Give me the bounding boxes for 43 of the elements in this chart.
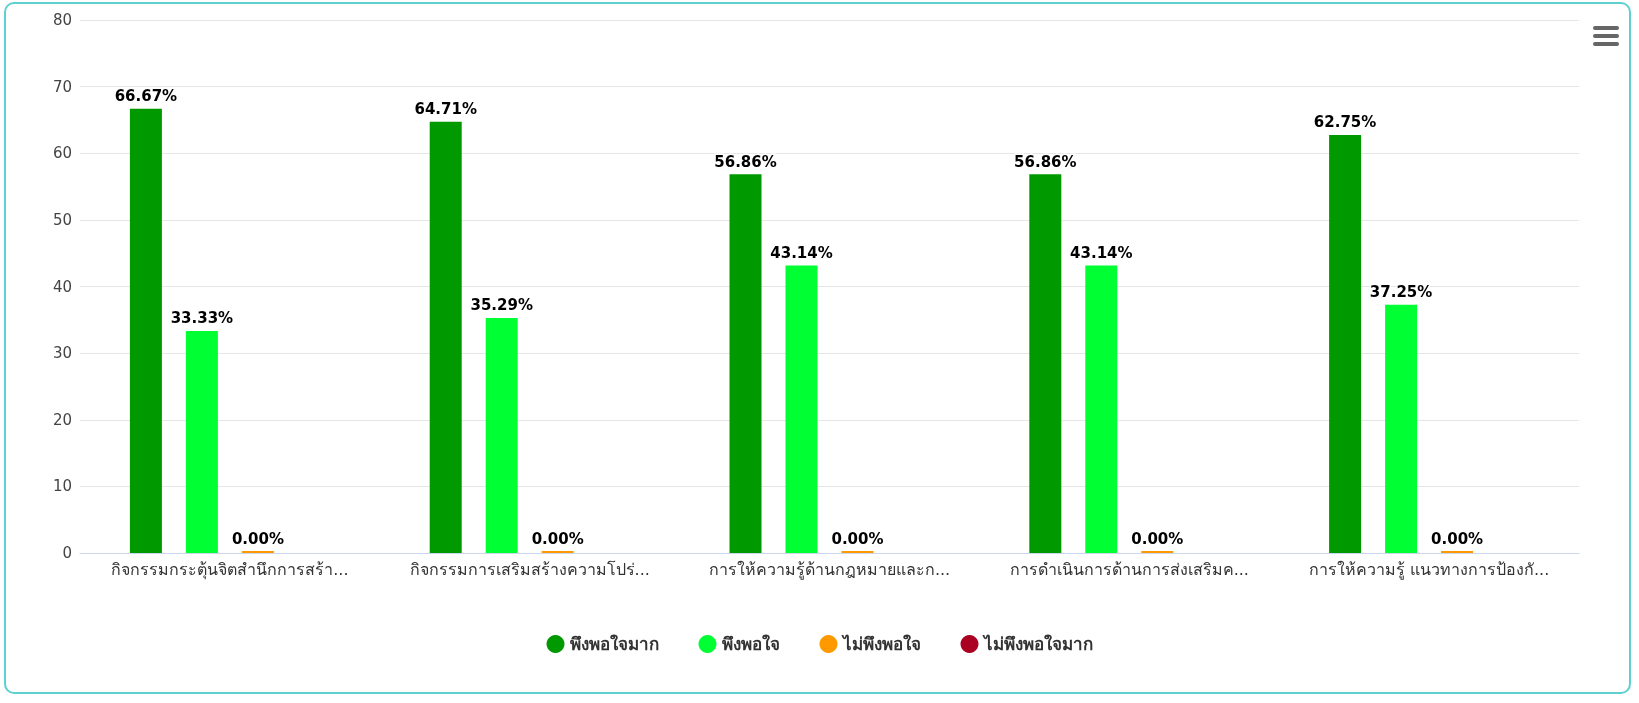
y-tick-label: 10	[52, 477, 72, 496]
data-label: 37.25%	[1369, 283, 1433, 302]
x-tick-label: การให้ความรู้ แนวทางการป้องกั...	[1308, 559, 1550, 580]
legend-label: พึงพอใจมาก	[569, 634, 659, 654]
bar	[1029, 174, 1062, 553]
bar	[785, 265, 818, 553]
data-label: 43.14%	[1070, 244, 1133, 263]
data-label: 0.00%	[531, 529, 584, 548]
data-label: 56.86%	[1014, 152, 1077, 171]
data-label: 56.86%	[714, 152, 777, 171]
bar	[485, 317, 518, 553]
bar	[129, 108, 162, 553]
data-label: 0.00%	[1131, 529, 1184, 548]
data-label: 0.00%	[831, 529, 884, 548]
legend-label: ไม่พึงพอใจมาก	[981, 634, 1093, 654]
bar	[185, 330, 218, 553]
legend-label: ไม่พึงพอใจ	[840, 634, 921, 654]
data-label: 64.71%	[414, 100, 477, 119]
x-tick-label: การให้ความรู้ด้านกฎหมายและก...	[708, 559, 951, 580]
y-tick-label: 30	[52, 344, 72, 363]
legend-label: พึงพอใจ	[721, 634, 780, 654]
data-label: 35.29%	[470, 296, 533, 315]
bar	[1085, 265, 1118, 553]
bar	[1385, 304, 1418, 553]
x-tick-label: กิจกรรมการเสริมสร้างความโปร่...	[409, 559, 650, 579]
x-tick-label: กิจกรรมกระตุ้นจิตสำนึกการสร้า...	[111, 559, 349, 580]
y-tick-label: 20	[52, 410, 72, 429]
y-tick-label: 70	[52, 77, 72, 96]
data-label: 33.33%	[170, 309, 234, 328]
y-tick-label: 50	[52, 210, 72, 229]
bar	[1329, 134, 1362, 553]
data-label: 62.75%	[1313, 113, 1377, 132]
bar	[729, 174, 762, 553]
y-tick-label: 80	[52, 11, 72, 29]
data-label: 43.14%	[770, 244, 833, 263]
bar	[429, 121, 462, 553]
y-tick-label: 40	[52, 277, 72, 296]
x-tick-label: การดำเนินการด้านการส่งเสริมค...	[1009, 559, 1249, 579]
data-label: 0.00%	[231, 529, 284, 548]
y-tick-label: 60	[52, 144, 72, 163]
y-tick-label: 0	[62, 544, 72, 562]
data-label: 0.00%	[1431, 529, 1484, 548]
data-label: 66.67%	[114, 87, 178, 106]
